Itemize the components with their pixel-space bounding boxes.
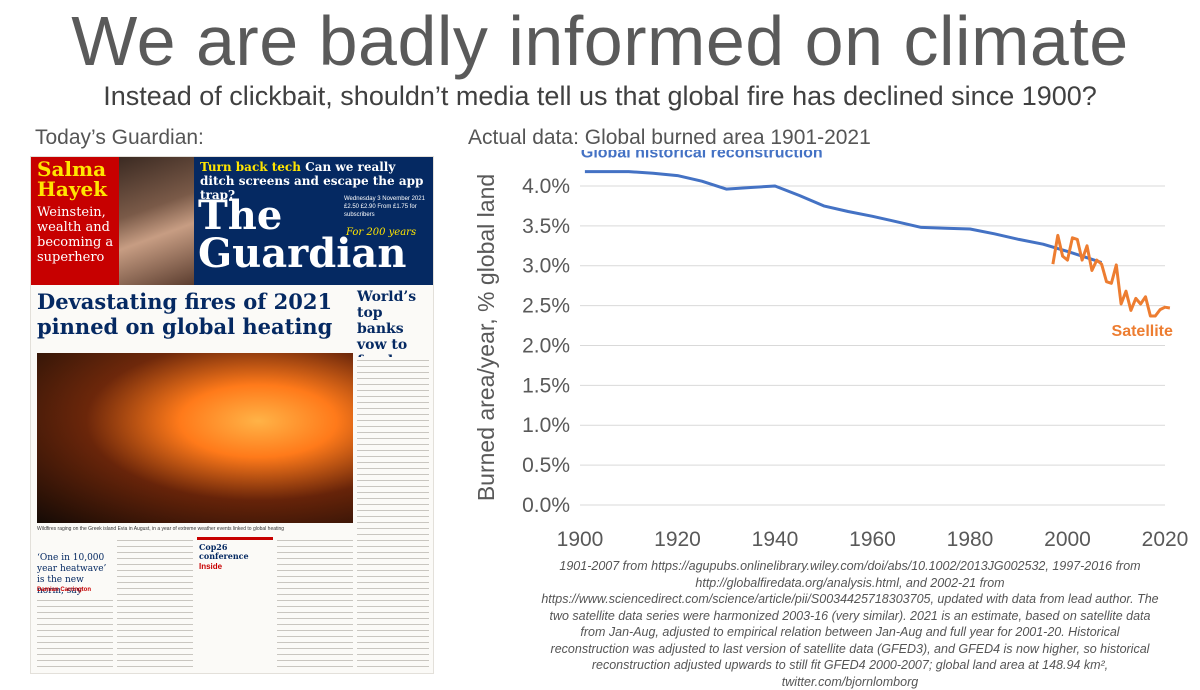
cop26-title: Cop26 conference <box>199 542 249 561</box>
burned-area-chart: 0.0% 0.5% 1.0% 1.5% 2.0% 2.5% 3.0% 3.5% 4.0% 190… <box>473 150 1189 551</box>
y-tick-label: 2.5% <box>522 295 570 318</box>
x-tick-label: 1960 <box>849 528 896 551</box>
slide-subtitle: Instead of clickbait, shouldn’t media te… <box>103 81 1097 111</box>
guardian-logo: The Guardian <box>198 192 407 277</box>
y-tick-label: 3.0% <box>522 255 570 278</box>
side-article-text <box>357 357 429 669</box>
masthead: Turn back tech Can we really ditch scree… <box>194 157 433 285</box>
celebrity-name: Salma Hayek <box>37 157 108 201</box>
celebrity-teaser: Weinstein, wealth and becoming a superhe… <box>37 205 114 265</box>
x-tick-label: 1900 <box>557 528 604 551</box>
chart-label: Actual data: Global burned area 1901-202… <box>468 126 871 149</box>
photo-caption: Wildfires raging on the Greek island Evi… <box>37 526 285 532</box>
x-tick-label: 1980 <box>947 528 994 551</box>
article-column-3 <box>277 537 353 671</box>
y-tick-label: 0.0% <box>522 494 570 517</box>
y-tick-label: 2.0% <box>522 334 570 357</box>
x-axis-ticks: 1900 1920 1940 1960 1980 2000 2020 <box>557 528 1189 551</box>
celebrity-promo: Salma Hayek Weinstein, wealth and becomi… <box>31 157 194 285</box>
series-labels: Global historical reconstruction Satellit… <box>581 150 1173 340</box>
newspaper-label: Today’s Guardian: <box>35 126 204 149</box>
y-axis-title: Burned area/year, % global land <box>473 174 499 501</box>
series-line-satellite <box>1051 233 1171 318</box>
x-tick-label: 1920 <box>654 528 701 551</box>
guardian-front-page: Salma Hayek Weinstein, wealth and becomi… <box>30 156 434 674</box>
chart-series <box>584 170 1171 318</box>
byline: Damian Carrington <box>37 587 92 593</box>
series-label-historical: Global historical reconstruction <box>581 150 823 162</box>
x-tick-label: 2020 <box>1142 528 1189 551</box>
slide-title: We are badly informed on climate <box>71 2 1129 80</box>
wildfire-photo <box>37 353 353 523</box>
article-column-1 <box>37 597 113 669</box>
y-tick-label: 1.5% <box>522 374 570 397</box>
series-label-satellite: Satellite <box>1112 323 1173 340</box>
cop26-box: Cop26 conference Inside <box>197 537 273 672</box>
edition-info: Wednesday 3 November 2021 £2.50 £2.90 Fr… <box>344 196 425 218</box>
celebrity-photo <box>119 157 194 285</box>
y-axis-ticks: 0.0% 0.5% 1.0% 1.5% 2.0% 2.5% 3.0% 3.5% 4.0% <box>522 175 570 517</box>
x-tick-label: 2000 <box>1044 528 1091 551</box>
y-tick-label: 0.5% <box>522 454 570 477</box>
x-tick-label: 1940 <box>752 528 799 551</box>
promo-text: Can we really ditch screens and escape t… <box>200 160 424 202</box>
anniversary-tag: For 200 years <box>346 227 417 238</box>
y-tick-label: 3.5% <box>522 215 570 238</box>
series-line-historical <box>584 170 1103 264</box>
tech-promo: Turn back tech Can we really ditch scree… <box>200 160 428 202</box>
y-tick-label: 4.0% <box>522 175 570 198</box>
chart-grid <box>580 185 1165 506</box>
article-column-2 <box>117 537 193 671</box>
source-footnote: 1901-2007 from https://agupubs.onlinelib… <box>541 559 1159 689</box>
y-tick-label: 1.0% <box>522 414 570 437</box>
cop26-inside: Inside <box>199 562 223 571</box>
promo-kicker: Turn back tech <box>200 160 301 174</box>
main-headline: Devastating fires of 2021 pinned on glob… <box>37 289 333 339</box>
